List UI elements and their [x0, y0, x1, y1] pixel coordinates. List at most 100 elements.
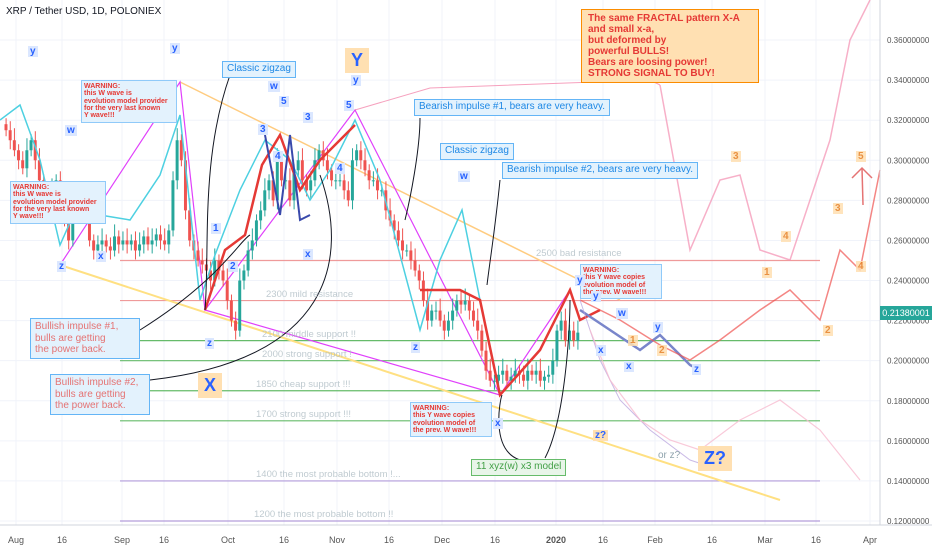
wave-label: z [205, 338, 214, 349]
candle-body [37, 160, 41, 181]
candle-body [522, 374, 526, 381]
level-label: 2000 strong support ! [262, 348, 352, 360]
bullish-impulse-2-label: Bullish impulse #2, bulls are getting th… [50, 374, 150, 415]
candle-body [576, 332, 580, 341]
candle-body [409, 250, 413, 261]
level-label: 1400 the most probable bottom !... [256, 468, 401, 480]
red-forecast-path [579, 169, 881, 361]
candle-body [104, 240, 108, 247]
magenta-channel-lower [204, 309, 501, 396]
candle-body [12, 140, 16, 151]
y-tick-label: 0.14000000 [887, 477, 930, 486]
candle-body [259, 210, 263, 221]
x-tick-label: 16 [598, 535, 608, 545]
blue-forecast-path [579, 308, 701, 372]
candle-body [380, 190, 384, 192]
forecast-arrow [861, 167, 864, 206]
candle-body [334, 180, 338, 182]
y-tick-label: 0.34000000 [887, 76, 930, 85]
wave-label: 5 [856, 151, 866, 162]
candle-body [442, 320, 446, 331]
x-tick-label: Apr [863, 535, 877, 545]
x-tick-label: 16 [57, 535, 67, 545]
red-wave-path [203, 124, 356, 311]
wave-label: 3 [833, 203, 843, 214]
candle-body [209, 270, 212, 281]
forecast-arrow-head [851, 166, 873, 179]
bearish-impulse-2-label: Bearish impulse #2, bears are very heavy… [502, 162, 699, 179]
candle-body [346, 190, 350, 201]
y-tick-label: 0.24000000 [887, 277, 930, 286]
wave-label: 4 [856, 261, 866, 272]
candle-body [501, 370, 505, 375]
wave-label: w [458, 171, 470, 182]
x-tick-label: 16 [279, 535, 289, 545]
level-label: 1200 the most probable bottom !! [254, 509, 394, 520]
wave-label: w [616, 308, 628, 319]
wave-label: 4 [781, 231, 791, 242]
wave-label-or-z: or z? [658, 450, 681, 461]
candle-body [142, 236, 146, 245]
candle-body [488, 370, 492, 381]
wave-label: 5 [279, 96, 289, 107]
x-tick-label: Nov [329, 535, 346, 545]
candle-body [484, 350, 488, 371]
candle-body [480, 330, 484, 351]
x-tick-label: 16 [159, 535, 169, 545]
candle-body [338, 180, 342, 182]
red-wave-path-2 [420, 286, 601, 398]
candle-body [17, 150, 20, 161]
candle-body [183, 160, 187, 211]
wave-label: y [575, 275, 585, 286]
candle-body [133, 240, 137, 251]
candle-body [250, 240, 254, 251]
candle-body [555, 330, 559, 361]
wave-label: y [591, 291, 601, 302]
candle-body [359, 150, 363, 161]
candle-body [513, 370, 517, 377]
candle-body [146, 236, 150, 245]
annotation-curve [149, 174, 332, 381]
candle-body [129, 240, 133, 245]
candle-body [505, 370, 509, 381]
wave-label: 3 [258, 124, 268, 135]
y-tick-label: 0.32000000 [887, 116, 930, 125]
wave-label: 5 [344, 100, 354, 111]
candle-body [271, 180, 275, 201]
wave-label: x [96, 251, 106, 262]
wave-label: z [57, 261, 66, 272]
candle-body [563, 320, 567, 341]
wave-label: 2 [228, 261, 238, 272]
candle-body [292, 170, 296, 201]
support-resistance-levels [120, 259, 820, 522]
pink-forecast-path [659, 0, 871, 261]
bearish-impulse-1-label: Bearish impulse #1, bears are very heavy… [414, 99, 611, 116]
candle-body [263, 190, 267, 211]
bullish-impulse-1-label: Bullish impulse #1, bulls are getting th… [30, 318, 140, 359]
candle-body [221, 270, 225, 281]
wave-overlays [0, 0, 881, 481]
candle-body [121, 240, 125, 245]
x-tick-label: Feb [647, 535, 663, 545]
candle-body [375, 180, 379, 191]
candle-body [350, 160, 354, 201]
candle-body [476, 320, 480, 331]
candle-body [158, 234, 162, 241]
candle-body [401, 240, 404, 251]
candle-body [305, 180, 308, 191]
candle-body [196, 250, 200, 261]
candle-body [547, 374, 551, 377]
candle-body [29, 140, 33, 151]
candle-body [254, 220, 258, 241]
x-tick-label: Oct [221, 535, 236, 545]
wave-label: y [653, 322, 663, 333]
wave-label: z [692, 364, 701, 375]
wave-label: y [351, 75, 361, 86]
x-tick-label: 2020 [546, 535, 566, 545]
candle-body [300, 160, 304, 181]
candle-body [92, 240, 96, 251]
candle-body [538, 370, 542, 381]
candle-body [471, 310, 475, 321]
